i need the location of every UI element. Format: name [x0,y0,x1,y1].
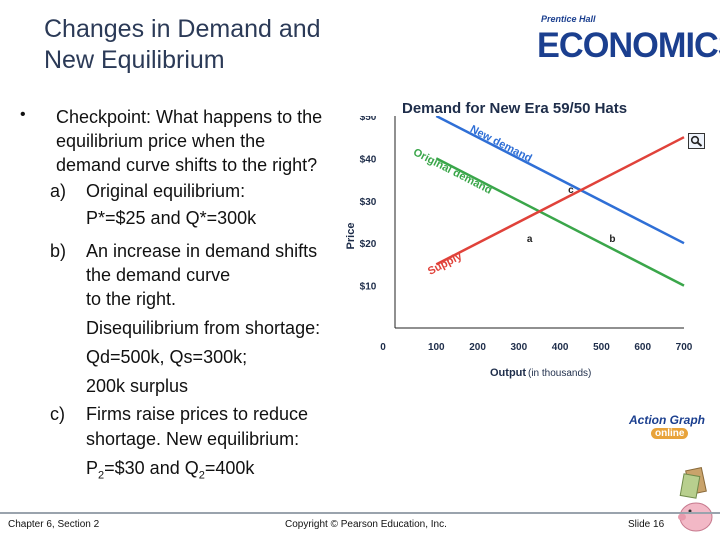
logo-publisher: Prentice Hall [541,14,596,24]
item-b-marker: b) [50,241,67,261]
c3-end: =400k [204,458,255,478]
action-graph-label: Action Graph [629,413,706,427]
c3-sub2: 2 [198,469,205,482]
series-label: Supply [426,250,465,278]
c3-p: P [86,458,99,478]
piggy-bank-icon [678,467,713,532]
point-label: c [568,185,574,196]
series-line [435,157,685,287]
economics-logo: Prentice Hall ECONOMICS [537,14,720,70]
item-b-line6: 200k surplus [86,376,189,396]
checkpoint-line1: Checkpoint: What happens to the [56,107,323,127]
x-tick-label: 400 [552,342,569,353]
footer-copyright: Copyright © Pearson Education, Inc. [285,519,447,530]
footer-slide-number: Slide 16 [628,519,665,530]
magnifier-icon [690,135,703,147]
checkpoint-line2: equilibrium price when the [56,131,266,151]
y-tick-label: $50 [360,116,377,123]
point-label: b [609,234,615,245]
point-label: a [527,234,533,245]
checkpoint-line3: demand curve shifts to the right? [56,155,318,175]
c3-sub1: 2 [98,469,105,482]
slide-title-line1: Changes in Demand and [44,15,321,43]
item-a-marker: a) [50,181,67,201]
y-tick-label: $40 [360,154,377,165]
x-tick-label: 100 [428,342,445,353]
x-tick-label: 600 [634,342,651,353]
item-c-marker: c) [50,404,65,424]
item-c-line3: P2=$30 and Q2=400k [86,456,254,488]
x-axis-units: (in thousands) [528,368,591,379]
y-tick-label: $10 [360,282,377,293]
item-a-line1: Original equilibrium: [86,181,246,201]
c3-mid: =$30 and Q [104,458,199,478]
series-line [435,116,685,245]
series-line [435,136,685,266]
x-tick-label: 700 [676,342,693,353]
item-b-line4: Disequilibrium from shortage: [86,318,321,338]
demand-chart: $10 $20 $30 $40 $50 0 100 200 300 400 500 600 700 Pri… [345,116,693,379]
x-tick-label: 300 [511,342,528,353]
footer-divider [0,512,720,514]
slide-title-line2: New Equilibrium [44,46,225,74]
item-b-line3: to the right. [86,289,177,309]
series-label: New demand [468,123,534,165]
item-a-line2: P*=$25 and Q*=300k [86,208,257,228]
series-label: Original demand [411,146,494,196]
item-b-line5: Qd=500k, Qs=300k; [86,347,248,367]
item-c-line2: shortage. New equilibrium: [86,429,300,449]
x-tick-label: 0 [380,342,386,353]
footer-chapter: Chapter 6, Section 2 [8,519,100,530]
y-tick-label: $30 [360,197,377,208]
action-graph-link[interactable]: Action Graph online [629,413,707,443]
x-tick-label: 200 [469,342,486,353]
item-b-line1: An increase in demand shifts [86,241,318,261]
slide-title: Changes in Demand and New Equilibrium [44,14,321,76]
bullet-marker: • [20,106,26,123]
chart-title: Demand for New Era 59/50 Hats [402,100,628,117]
logo-wordmark: ECONOMICS [537,26,720,65]
y-tick-label: $20 [360,239,377,250]
x-axis-label: Output [490,367,526,379]
item-b-line2: the demand curve [86,265,231,285]
y-axis-label: Price [345,223,357,250]
online-badge: online [651,428,689,439]
item-c-line1: Firms raise prices to reduce [86,404,309,424]
x-tick-label: 500 [593,342,610,353]
zoom-button[interactable] [688,133,705,149]
